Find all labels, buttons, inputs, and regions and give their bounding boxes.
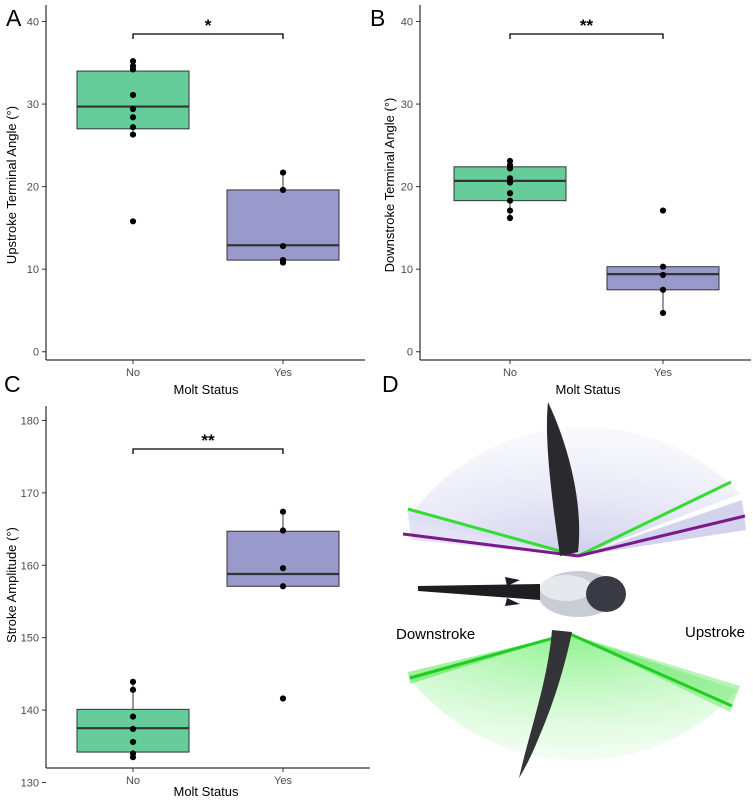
y-tick-label: 180 [21,415,39,427]
data-point [129,754,137,761]
upper-left-purple-line [402,532,579,558]
data-point [506,165,514,172]
significance-bracket [509,33,664,39]
panel-d: D Downstroke Upstroke [382,371,746,778]
data-point [506,207,514,214]
panel-a: A Upstroke Terminal Angle (°) Molt Statu… [4,5,365,397]
lower-stroke-fan [408,634,738,761]
data-point [659,207,667,214]
panel-d-label: D [382,371,399,397]
y-tick-label: 0 [407,347,413,359]
data-point [279,242,287,250]
data-point [279,583,287,590]
panel-b: B Downstroke Terminal Angle (°) Molt Sta… [370,5,751,397]
y-tick-label: 40 [401,17,413,29]
panel-b-xlabel: Molt Status [555,382,621,397]
data-point [279,527,287,534]
upper-right-purple-line [577,514,746,558]
y-tick-label: 10 [401,264,413,276]
data-point [129,218,137,225]
downstroke-label: Downstroke [396,626,475,643]
data-point [279,565,287,572]
x-tick-label: Yes [274,775,292,787]
panel-c-ylabel: Stroke Amplitude (°) [4,527,19,643]
y-tick-label: 170 [21,488,39,500]
data-point [129,124,137,131]
upper-fan-right-band [578,500,746,556]
data-point [129,66,137,73]
significance-bracket [132,33,284,39]
significance-label: ** [201,431,215,450]
data-point [659,271,667,279]
data-point [129,131,137,138]
data-point [279,259,287,266]
data-point [659,309,667,317]
data-point [129,738,137,746]
data-point [129,678,137,685]
x-tick-label: No [126,367,140,379]
panel-c: C Stroke Amplitude (°) Molt Status 130 14… [4,371,370,799]
x-tick-label: Yes [274,367,292,379]
data-point [129,686,137,693]
x-tick-label: No [503,367,517,379]
x-tick-label: Yes [654,367,672,379]
y-tick-label: 130 [21,777,39,789]
data-point [279,169,287,176]
lower-left-green-line [409,632,569,680]
y-tick-label: 0 [33,347,39,359]
data-point [129,58,137,65]
upper-left-green-line [407,507,579,558]
data-point [129,105,137,113]
x-tick-label: No [126,775,140,787]
data-point [506,214,514,222]
y-tick-label: 20 [27,182,39,194]
data-point [129,725,137,733]
panel-c-xlabel: Molt Status [173,784,239,799]
data-point [129,114,137,121]
swallow-illustration [418,402,626,778]
panel-a-ylabel: Upstroke Terminal Angle (°) [4,106,19,264]
significance-label: * [205,16,212,35]
significance-bracket [132,448,284,454]
y-tick-label: 40 [27,17,39,29]
panel-b-label: B [370,5,385,31]
y-tick-label: 30 [27,99,39,111]
y-tick-label: 150 [21,633,39,645]
upper-right-green-line [577,480,732,558]
significance-label: ** [580,16,594,35]
data-point [659,263,667,270]
data-point [279,695,287,702]
data-point [279,508,287,515]
y-tick-label: 160 [21,560,39,572]
y-tick-label: 30 [401,99,413,111]
panel-b-ylabel: Downstroke Terminal Angle (°) [382,98,397,273]
panel-a-xlabel: Molt Status [173,382,239,397]
y-tick-label: 140 [21,705,39,717]
y-tick-label: 10 [27,264,39,276]
box-yes [226,530,340,587]
data-point [129,713,137,720]
data-point [279,186,287,194]
data-point [506,190,514,197]
data-point [129,91,137,99]
box-yes [226,189,340,261]
y-tick-label: 20 [401,182,413,194]
panel-c-label: C [4,371,21,397]
upstroke-label: Upstroke [685,624,745,641]
box-yes [606,266,720,291]
lower-right-green-line [569,632,733,708]
data-point [506,179,514,186]
data-point [506,197,514,204]
panel-a-label: A [6,5,22,31]
data-point [659,286,667,293]
